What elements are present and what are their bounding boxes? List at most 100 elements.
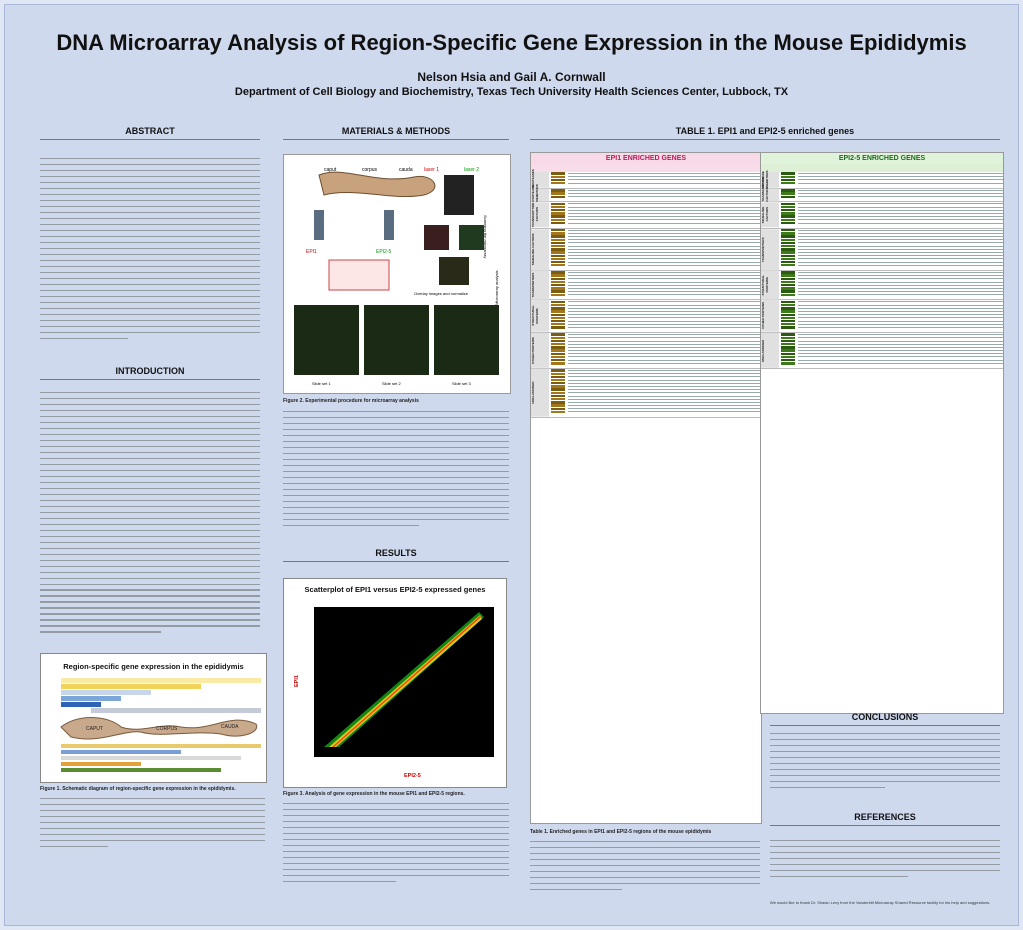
table-group-label: STRUCTURAL PROTEINS <box>531 300 549 333</box>
table-row <box>551 178 761 182</box>
table-row <box>551 382 761 385</box>
results-body <box>283 803 509 893</box>
divider <box>770 725 1000 726</box>
table-row <box>551 287 761 290</box>
table-row <box>781 352 1003 355</box>
divider <box>40 379 260 380</box>
table-row <box>551 205 761 209</box>
region-label-corpus: CORPUS <box>156 726 178 732</box>
table-row <box>781 300 1003 304</box>
table-header <box>761 164 1003 172</box>
label-laser1: laser 1 <box>424 167 439 173</box>
table-row <box>551 307 761 310</box>
table-row <box>781 339 1003 343</box>
divider <box>40 139 260 140</box>
table-row <box>551 336 761 340</box>
references-list <box>770 840 1000 885</box>
table-row <box>551 215 761 218</box>
table-row <box>781 215 1003 218</box>
table-row <box>781 260 1003 264</box>
table-group: TRANSPORTERS <box>761 228 1003 271</box>
table-row <box>551 339 761 343</box>
table-row <box>781 346 1003 349</box>
table-row <box>781 257 1003 261</box>
table-group-label: PROTEASE INHIBITORS <box>531 184 549 202</box>
table-group: UNCLASSIFIED <box>761 333 1003 369</box>
table-row <box>551 410 761 414</box>
table-row <box>781 235 1003 238</box>
table-group: PROTEASE INHIBITORS <box>531 184 761 203</box>
table-row <box>781 290 1003 293</box>
table-header <box>531 164 761 172</box>
table-row <box>781 343 1003 346</box>
slide-set-3: Slide set 3 <box>452 381 471 386</box>
table-group: UNCLASSIFIED <box>531 368 761 418</box>
table-row <box>551 349 761 352</box>
table-row <box>551 218 761 222</box>
table-row <box>551 326 761 329</box>
table-row <box>551 238 761 241</box>
table-row <box>551 209 761 212</box>
table-group-label: TRANSPORTERS <box>761 228 779 270</box>
table-row <box>551 172 761 175</box>
table-row <box>551 244 761 248</box>
table-row <box>781 205 1003 209</box>
table-row <box>781 307 1003 310</box>
authors: Nelson Hsia and Gail A. Cornwall <box>417 70 606 84</box>
table-row <box>551 254 761 257</box>
procedure-diagram: caput corpus cauda EPI1 EPI2-5 laser 1 l… <box>294 167 499 386</box>
slide-set-1: Slide set 1 <box>312 381 331 386</box>
divider <box>283 561 509 562</box>
table-row <box>551 401 761 404</box>
table1-caption: Table 1. Enriched genes in EPI1 and EPI2… <box>530 829 712 835</box>
table-row <box>781 192 1003 195</box>
table-group: OTHER PROTEINS <box>531 333 761 369</box>
table-row <box>551 241 761 245</box>
expression-bars <box>61 678 261 772</box>
table-row <box>551 202 761 206</box>
table-row <box>781 244 1003 248</box>
table-row <box>781 254 1003 257</box>
epididymis-shape <box>60 717 258 740</box>
scatter-plot: EPI2-5 EPI1 <box>294 607 494 779</box>
abstract-body <box>40 158 260 350</box>
table-row <box>551 369 761 372</box>
epididymis-diagram: CAPUT CORPUS CAUDA <box>60 678 261 772</box>
table-row <box>781 355 1003 359</box>
conclusions-body <box>770 733 1000 803</box>
figure3-caption: Figure 3. Analysis of gene expression in… <box>283 791 465 797</box>
table-row <box>551 352 761 355</box>
table-group: PROTEASE INHIBITORS <box>761 170 1003 189</box>
table-group: OTHER PROTEINS <box>761 300 1003 334</box>
epi1-table: EPI1 ENRICHED GENES PROTEASES PROTEASE IN… <box>530 152 762 824</box>
table-row <box>781 232 1003 235</box>
table-group-label: SIGNALING FACTORS <box>761 202 779 228</box>
table-row <box>551 248 761 251</box>
table-row <box>781 303 1003 307</box>
table-group-label: TRANSCRIPTION FACTORS <box>761 177 779 202</box>
table-row <box>781 336 1003 340</box>
table-row <box>551 284 761 287</box>
table-group-label: OTHER PROTEINS <box>531 333 549 368</box>
affiliation: Department of Cell Biology and Biochemis… <box>234 86 789 98</box>
label-corpus: corpus <box>362 167 378 173</box>
conclusions-heading: CONCLUSIONS <box>851 712 919 722</box>
table-row <box>781 349 1003 352</box>
epi1-table-title: EPI1 ENRICHED GENES <box>531 153 761 164</box>
table-row <box>551 192 761 195</box>
table-row <box>781 189 1003 192</box>
figure1-title: Region-specific gene expression in the e… <box>63 662 244 671</box>
table-row <box>781 319 1003 323</box>
table-group-label: STRUCTURAL PROTEINS <box>761 270 779 300</box>
table-row <box>781 287 1003 290</box>
table-row <box>551 355 761 359</box>
table-row <box>781 316 1003 320</box>
epi25-table: EPI2-5 ENRICHED GENES PROTEASE INHIBITOR… <box>760 152 1004 714</box>
table-row <box>781 264 1003 267</box>
table-row <box>551 388 761 391</box>
references-heading: REFERENCES <box>854 812 916 822</box>
xaxis-label: EPI2-5 <box>404 773 421 779</box>
table-group-label: UNCLASSIFIED <box>531 368 549 417</box>
table-row <box>551 271 761 274</box>
label-analysis: Microarray analysis <box>494 271 499 305</box>
